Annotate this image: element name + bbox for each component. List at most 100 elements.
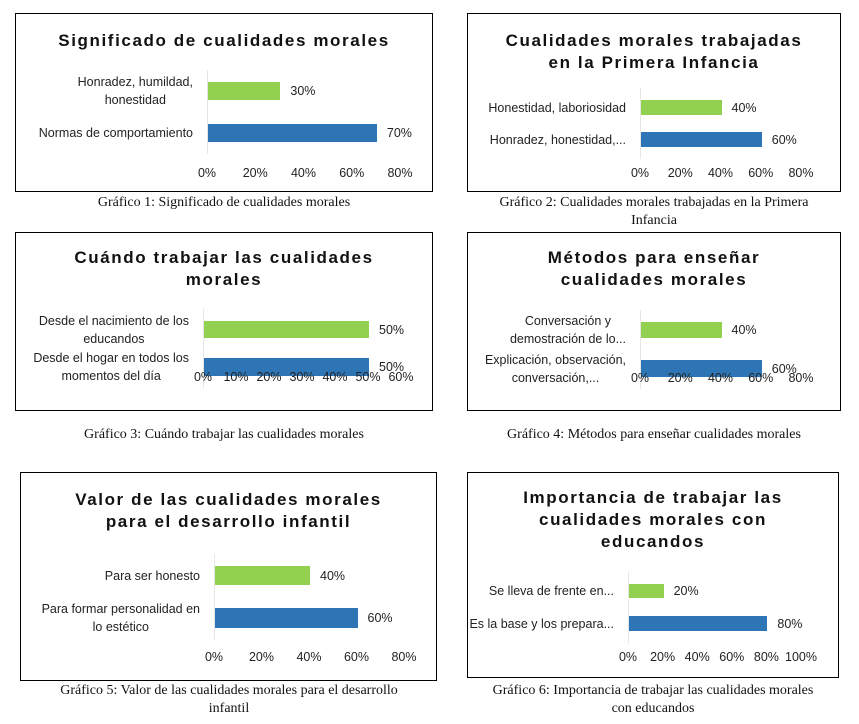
category-label-line: Para formar personalidad en: [41, 602, 200, 616]
category-label: Para ser honesto: [105, 567, 200, 585]
chart-title-line: Importancia de trabajar las: [523, 488, 783, 507]
category-label: Desde el nacimiento de los educandos: [39, 312, 189, 348]
bar-green: [641, 100, 722, 115]
category-label: Es la base y los prepara...: [469, 615, 614, 633]
data-label: 60%: [367, 611, 393, 625]
x-tick-label: 40%: [322, 370, 348, 384]
category-label: Honradez, honestidad,...: [490, 131, 626, 149]
chart-caption: Gráfico 3: Cuándo trabajar las cualidade…: [15, 426, 433, 444]
x-tick-label: 60%: [339, 166, 365, 180]
x-tick-label: 80%: [788, 371, 814, 385]
category-label-line: Para ser honesto: [104, 568, 200, 583]
bar-blue: [215, 608, 358, 628]
bar-blue: [641, 132, 762, 147]
category-label-line: Honradez, honestidad,...: [489, 132, 626, 147]
bar-green: [208, 82, 281, 100]
chart-title: Valor de las cualidades morales para el d…: [21, 489, 436, 533]
x-tick-label: 40%: [684, 650, 710, 664]
caption-line: Gráfico 6: Importancia de trabajar las c…: [492, 683, 814, 698]
y-axis-line: [203, 309, 204, 388]
data-label: 40%: [731, 323, 757, 337]
category-label-line: Conversación y: [524, 314, 612, 328]
y-axis-line: [214, 554, 215, 640]
category-label-line: Honradez, humildad,: [77, 75, 193, 89]
chart-title-line: cualidades morales: [560, 270, 748, 289]
category-label: Explicación, observación, conversación,..…: [485, 351, 626, 387]
chart-title-line: morales: [185, 270, 263, 289]
chart-title-line: Métodos para enseñar: [547, 248, 761, 267]
bar-green: [215, 566, 310, 585]
chart-title: Significado de cualidades morales: [16, 30, 432, 52]
x-tick-label: 40%: [296, 650, 322, 664]
x-tick-label: 10%: [223, 370, 249, 384]
category-label-line: demostración de lo...: [509, 332, 626, 346]
x-tick-label: 20%: [650, 650, 676, 664]
chart-title: Cualidades morales trabajadas en la Prime…: [468, 30, 840, 74]
x-tick-label: 20%: [248, 650, 275, 664]
category-label-line: lo estético: [92, 620, 149, 634]
bar-blue: [204, 358, 369, 376]
x-tick-label: 0%: [618, 650, 638, 664]
chart-title-line: educandos: [600, 532, 706, 551]
x-tick-label: 40%: [707, 166, 734, 180]
x-tick-label: 80%: [753, 650, 779, 664]
x-tick-label: 20%: [667, 371, 693, 385]
category-label: Honradez, humildad, honestidad: [78, 73, 193, 109]
x-tick-label: 20%: [256, 370, 282, 384]
chart-title-line: Cualidades morales trabajadas: [505, 31, 803, 50]
category-label: Normas de comportamiento: [39, 124, 193, 142]
category-label-line: Desde el nacimiento de los: [38, 313, 189, 328]
x-tick-label: 30%: [289, 370, 315, 384]
chart-panel-3: Cuándo trabajar las cualidades morales 50%…: [15, 232, 433, 411]
category-label-line: Es la base y los prepara...: [469, 616, 614, 631]
data-label: 40%: [731, 100, 757, 115]
category-label-line: momentos del día: [61, 369, 161, 383]
data-label: 20%: [673, 584, 699, 598]
x-tick-label: 50%: [355, 370, 381, 384]
x-tick-label: 0%: [197, 166, 217, 180]
chart-title-line: Cuándo trabajar las cualidades: [74, 248, 374, 267]
chart-title: Cuándo trabajar las cualidades morales: [16, 247, 432, 291]
chart-caption: Gráfico 4: Métodos para enseñar cualidad…: [467, 426, 841, 444]
bar-blue: [641, 360, 762, 377]
bar-green: [204, 321, 369, 338]
caption-line: Gráfico 3: Cuándo trabajar las cualidade…: [84, 427, 364, 442]
x-tick-label: 40%: [707, 371, 734, 385]
x-tick-label: 80%: [391, 650, 417, 664]
category-label-line: Honestidad, laboriosidad: [488, 100, 626, 115]
caption-line: Gráfico 5: Valor de las cualidades moral…: [60, 683, 398, 698]
chart-title: Métodos para enseñar cualidades morales: [468, 247, 840, 291]
chart-panel-4: Métodos para enseñar cualidades morales 40…: [467, 232, 841, 411]
data-label: 60%: [771, 361, 797, 376]
chart-title-line: cualidades morales con: [539, 510, 767, 529]
chart-caption: Gráfico 2: Cualidades morales trabajadas…: [462, 194, 846, 230]
category-label-line: Desde el hogar en todos los: [33, 351, 189, 365]
x-tick-label: 40%: [290, 166, 317, 180]
x-tick-label: 20%: [242, 166, 268, 180]
caption-line: Gráfico 4: Métodos para enseñar cualidad…: [507, 427, 801, 442]
chart-title-line: para el desarrollo infantil: [105, 512, 352, 531]
y-axis-line: [640, 310, 641, 389]
data-label: 50%: [379, 322, 405, 337]
chart-caption: Gráfico 6: Importancia de trabajar las c…: [460, 682, 846, 718]
x-tick-label: 80%: [387, 166, 413, 180]
category-label: Conversación y demostración de lo...: [510, 312, 626, 348]
bar-blue: [629, 616, 768, 631]
bar-green: [629, 584, 664, 598]
caption-line: infantil: [208, 701, 250, 716]
data-label: 80%: [777, 616, 803, 631]
x-tick-label: 0%: [204, 650, 224, 664]
x-tick-label: 60%: [748, 166, 774, 180]
caption-line: Gráfico 1: Significado de cualidades mor…: [97, 195, 351, 210]
x-tick-label: 0%: [630, 371, 650, 385]
category-label-line: Normas de comportamiento: [38, 126, 193, 140]
category-label-line: Explicación, observación,: [484, 352, 626, 367]
chart-caption: Gráfico 5: Valor de las cualidades moral…: [15, 682, 443, 718]
chart-panel-5: Valor de las cualidades morales para el d…: [20, 472, 437, 681]
x-tick-label: 20%: [667, 166, 693, 180]
chart-title-line: en la Primera Infancia: [548, 53, 760, 72]
category-label-line: conversación,...: [511, 370, 600, 385]
y-axis-line: [640, 88, 641, 159]
x-tick-label: 0%: [630, 166, 650, 180]
